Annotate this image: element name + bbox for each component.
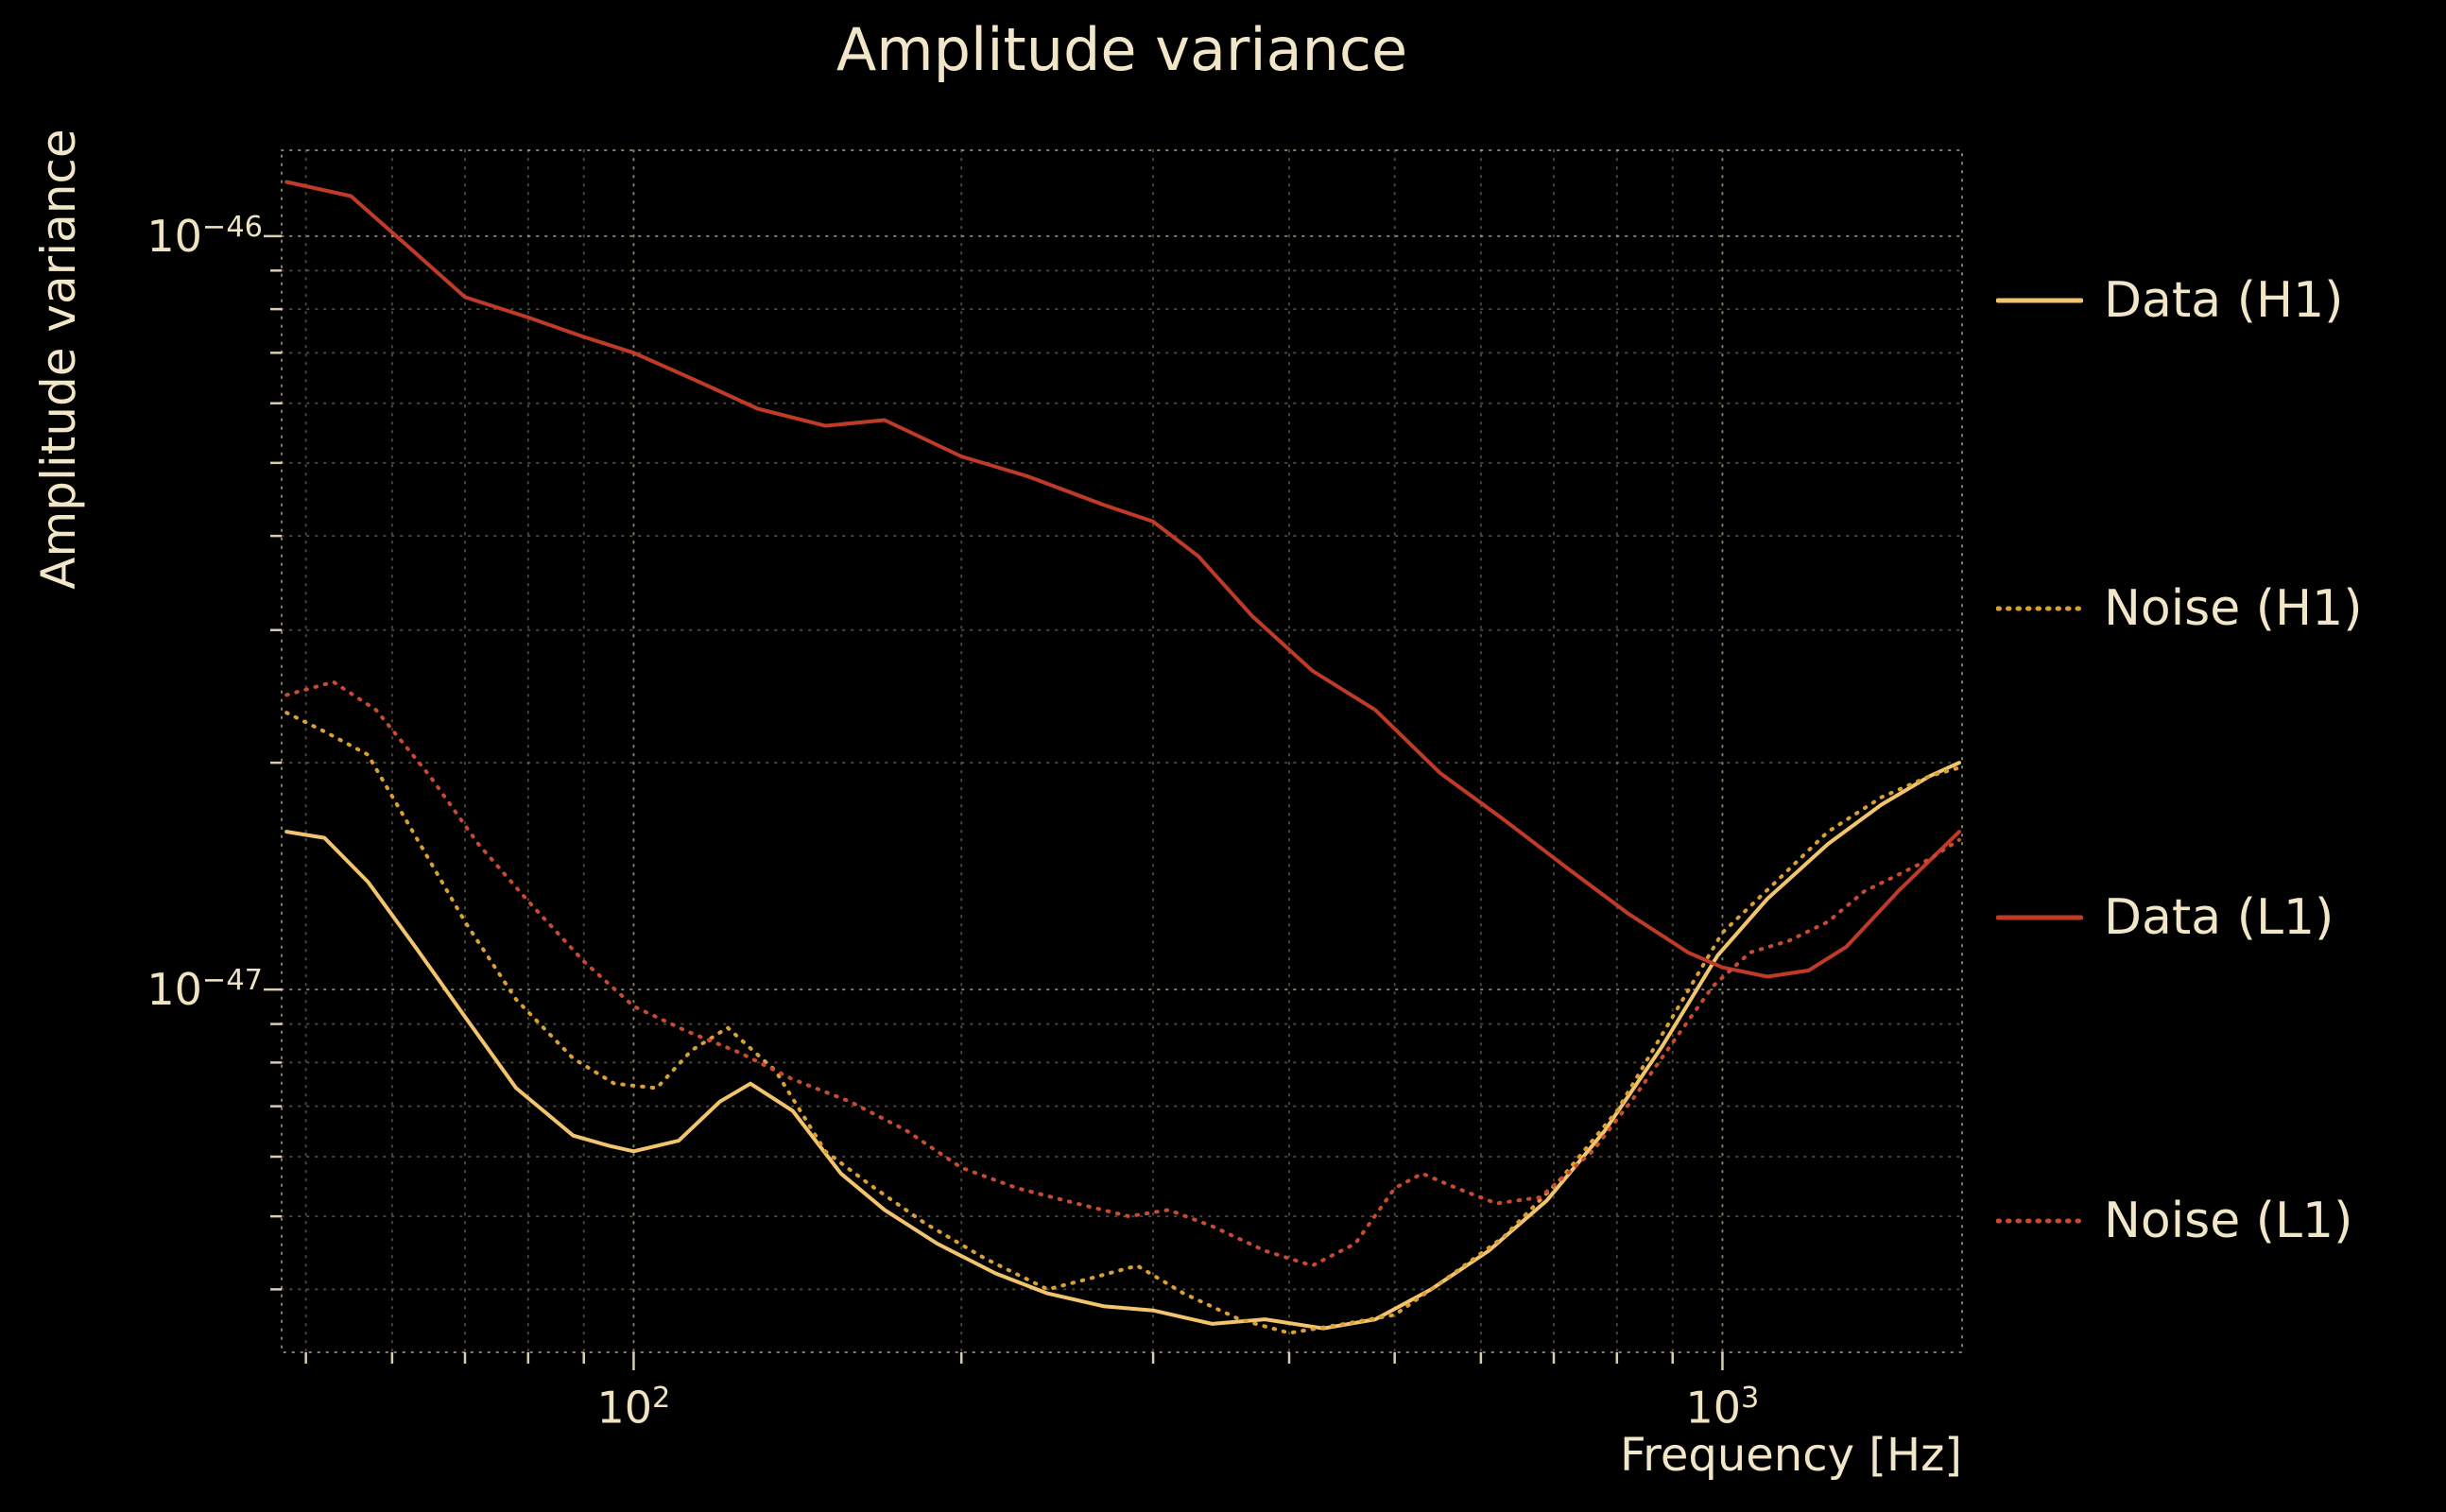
y-tick-label: 10−47 — [146, 963, 263, 1016]
x-tick-label: 102 — [596, 1382, 671, 1434]
grid — [281, 149, 1963, 1353]
y-axis-label: Amplitude variance — [31, 129, 86, 590]
series-lines — [284, 180, 1961, 1335]
plot-border — [281, 149, 1963, 1353]
y-tick-label: 10−46 — [146, 210, 263, 263]
chart-title: Amplitude variance — [835, 15, 1408, 84]
series-line-data-l1 — [284, 180, 1961, 979]
axis-ticks — [264, 234, 1724, 1370]
series-line-noise-l1 — [284, 679, 1961, 1268]
series-line-data-h1 — [284, 761, 1961, 1331]
series-line-noise-h1 — [284, 711, 1961, 1335]
x-axis-label: Frequency [Hz] — [1620, 1429, 1962, 1482]
x-tick-label: 103 — [1685, 1382, 1760, 1434]
